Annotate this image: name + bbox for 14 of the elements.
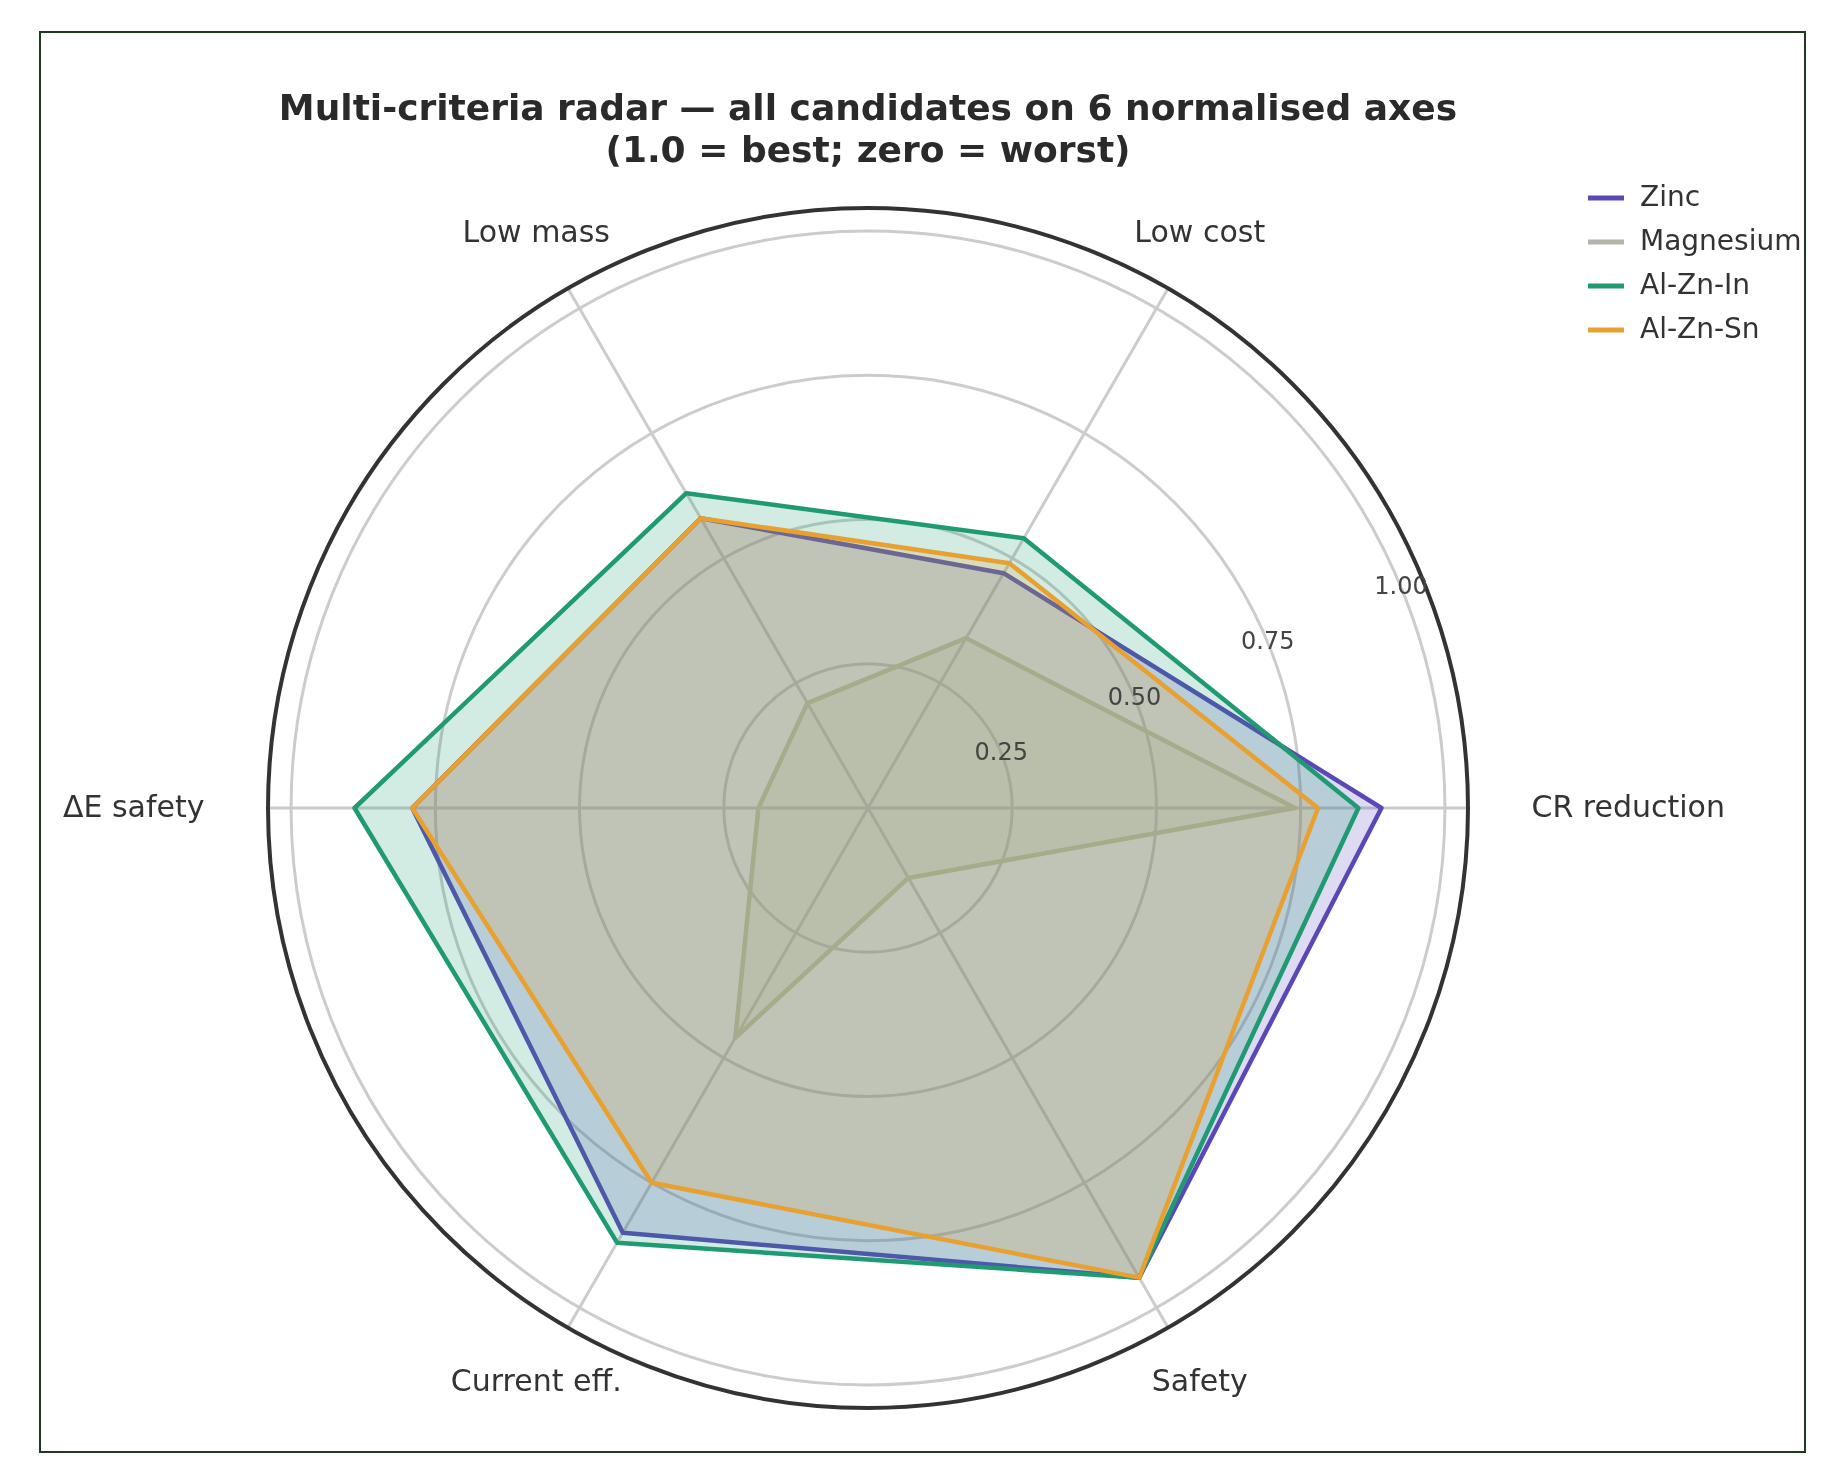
- y-tick-label: 0.50: [1107, 682, 1162, 711]
- legend-label: Magnesium: [1640, 224, 1802, 257]
- spoke-label: Low mass: [462, 213, 611, 249]
- legend-label: Zinc: [1640, 180, 1701, 213]
- spoke-label: CR reduction: [1531, 788, 1725, 824]
- legend-label: Al-Zn-Sn: [1640, 312, 1760, 345]
- chart-title: Multi-criteria radar — all candidates on 6 normalised axes (1.0 = best; zero = worst): [278, 87, 1458, 170]
- spoke-label: ΔE safety: [62, 788, 205, 824]
- y-tick-label: 0.75: [1241, 627, 1295, 656]
- spoke-label: Safety: [1151, 1363, 1248, 1399]
- spoke-label: Current eff.: [450, 1363, 622, 1399]
- y-tick-label: 0.25: [974, 737, 1028, 766]
- legend-label: Al-Zn-In: [1640, 268, 1751, 301]
- spoke-label: Low cost: [1134, 213, 1266, 249]
